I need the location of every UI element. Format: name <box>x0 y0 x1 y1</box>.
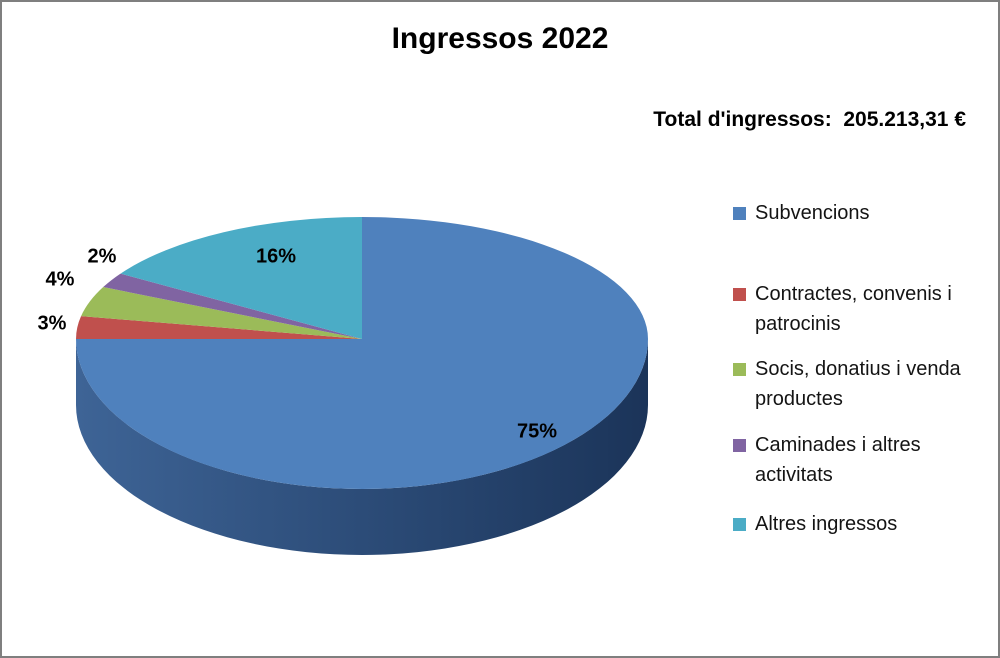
legend-label: Contractes, convenis i patrocinis <box>755 283 952 335</box>
pie-slice-altres <box>120 217 363 339</box>
legend-item: Caminades i altres activitats <box>733 430 977 490</box>
legend-label: Altres ingressos <box>755 513 898 535</box>
legend-marker-icon <box>733 439 746 452</box>
pie-label-3: 3% <box>37 312 67 335</box>
pie-label-2: 2% <box>87 245 117 268</box>
legend-item: Socis, donatius i venda productes <box>733 354 977 414</box>
pie-label-16: 16% <box>255 245 297 268</box>
legend-label: Subvencions <box>755 202 870 224</box>
pie-slice-caminades <box>103 273 362 339</box>
legend-item: Altres ingressos <box>733 509 977 539</box>
pie-slice-subvencions <box>76 217 648 489</box>
legend-marker-icon <box>733 363 746 376</box>
legend-marker-icon <box>733 288 746 301</box>
legend-item: Subvencions <box>733 198 977 228</box>
legend-label: Caminades i altres activitats <box>755 434 921 486</box>
pie-label-75: 75% <box>516 420 558 443</box>
pie-side-face <box>76 339 648 555</box>
chart-title: Ingressos 2022 <box>391 22 609 55</box>
total-ingressos-label: Total d'ingressos: 205.213,31 € <box>653 108 966 131</box>
legend-label: Socis, donatius i venda productes <box>755 358 961 410</box>
legend-marker-icon <box>733 518 746 531</box>
legend-marker-icon <box>733 207 746 220</box>
pie-slice-socis <box>81 287 362 339</box>
legend-item: Contractes, convenis i patrocinis <box>733 279 977 339</box>
pie-slice-contractes <box>76 316 362 339</box>
pie-label-4: 4% <box>45 268 75 291</box>
